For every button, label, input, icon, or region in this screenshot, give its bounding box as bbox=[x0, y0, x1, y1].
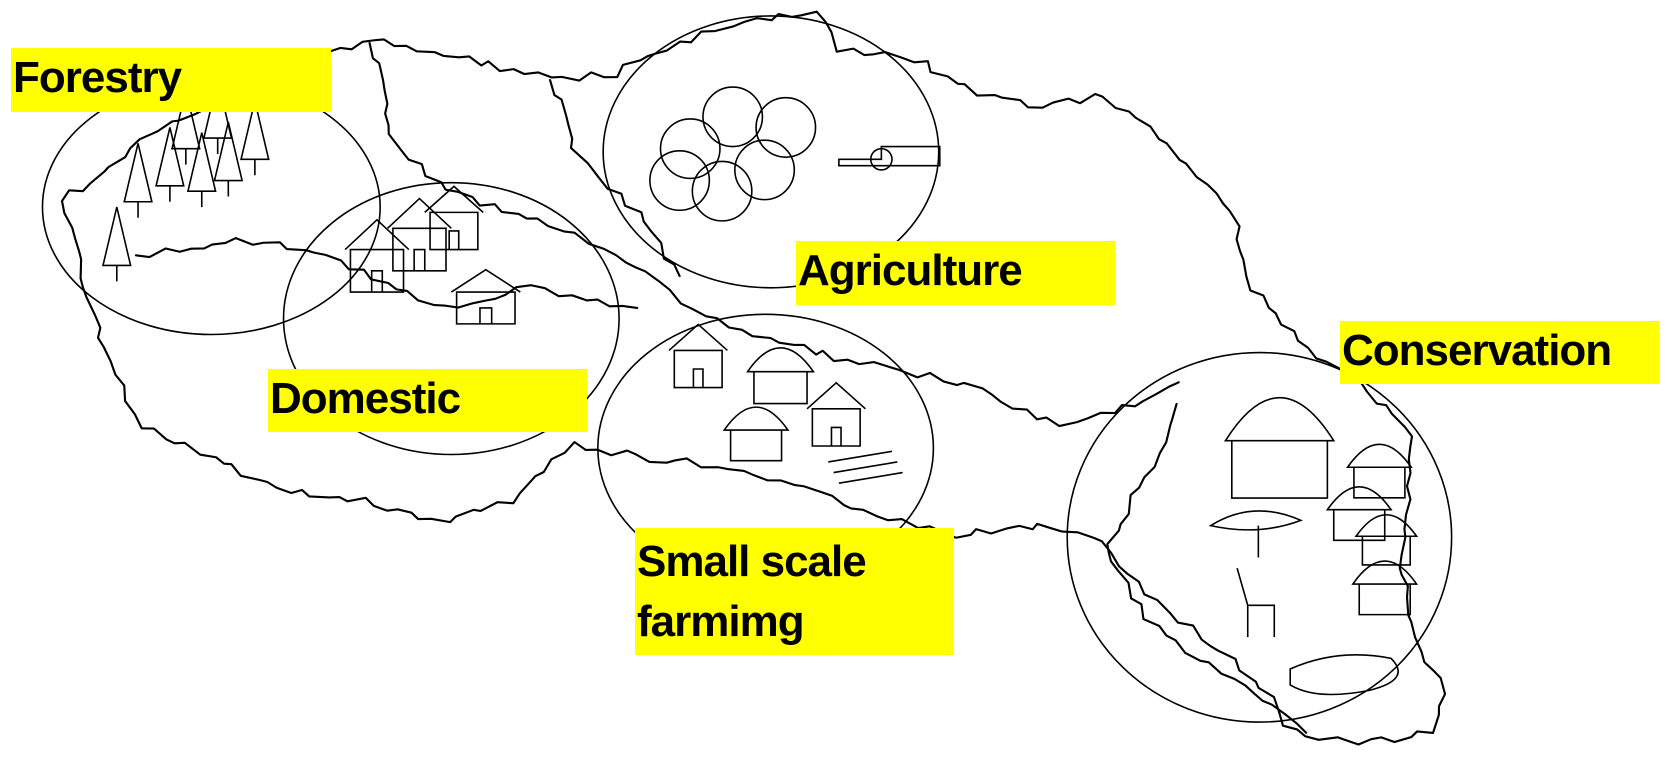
agriculture-circle bbox=[602, 15, 940, 289]
stream-line bbox=[1106, 402, 1308, 734]
stream-line bbox=[549, 79, 681, 278]
tree bbox=[240, 100, 270, 176]
tree bbox=[186, 132, 217, 208]
orchard-tree bbox=[691, 160, 753, 222]
tree bbox=[123, 143, 153, 218]
conservation-label: Conservation bbox=[1340, 321, 1659, 384]
tree bbox=[101, 206, 132, 282]
domestic-label: Domestic bbox=[268, 369, 587, 432]
hut bbox=[1354, 513, 1419, 566]
hut bbox=[746, 346, 815, 405]
hut bbox=[1351, 560, 1419, 616]
giraffe bbox=[1236, 567, 1276, 638]
acacia bbox=[1208, 510, 1303, 558]
stream-line bbox=[134, 237, 639, 310]
conservation-circle bbox=[1066, 351, 1453, 723]
tractor bbox=[838, 145, 941, 167]
forestry-circle bbox=[41, 78, 381, 336]
house bbox=[387, 197, 452, 272]
pond bbox=[1289, 654, 1399, 696]
watershed-outline bbox=[60, 10, 1447, 746]
stream-line bbox=[368, 41, 1180, 428]
fields bbox=[828, 450, 903, 484]
hut bbox=[1346, 443, 1413, 499]
tree bbox=[171, 90, 201, 165]
agriculture-label: Agriculture bbox=[796, 241, 1115, 305]
hut bbox=[722, 406, 790, 462]
orchard-tree bbox=[702, 86, 764, 148]
tractor-wheel bbox=[869, 147, 893, 171]
domestic-circle bbox=[282, 181, 620, 456]
tree bbox=[213, 121, 244, 197]
orchard-tree bbox=[649, 149, 711, 212]
farming-label: Small scale farmimg bbox=[635, 528, 954, 655]
icons bbox=[101, 79, 1419, 696]
orchard-tree bbox=[734, 139, 796, 201]
house bbox=[806, 381, 866, 447]
house bbox=[344, 218, 410, 293]
house bbox=[424, 185, 484, 251]
house bbox=[668, 323, 728, 389]
forestry-label: Forestry bbox=[11, 48, 331, 112]
hut bbox=[1325, 485, 1393, 542]
hut bbox=[1223, 396, 1336, 499]
tree bbox=[155, 127, 185, 202]
orchard-tree bbox=[659, 118, 721, 180]
orchard-tree bbox=[755, 96, 817, 158]
house bbox=[450, 268, 521, 325]
